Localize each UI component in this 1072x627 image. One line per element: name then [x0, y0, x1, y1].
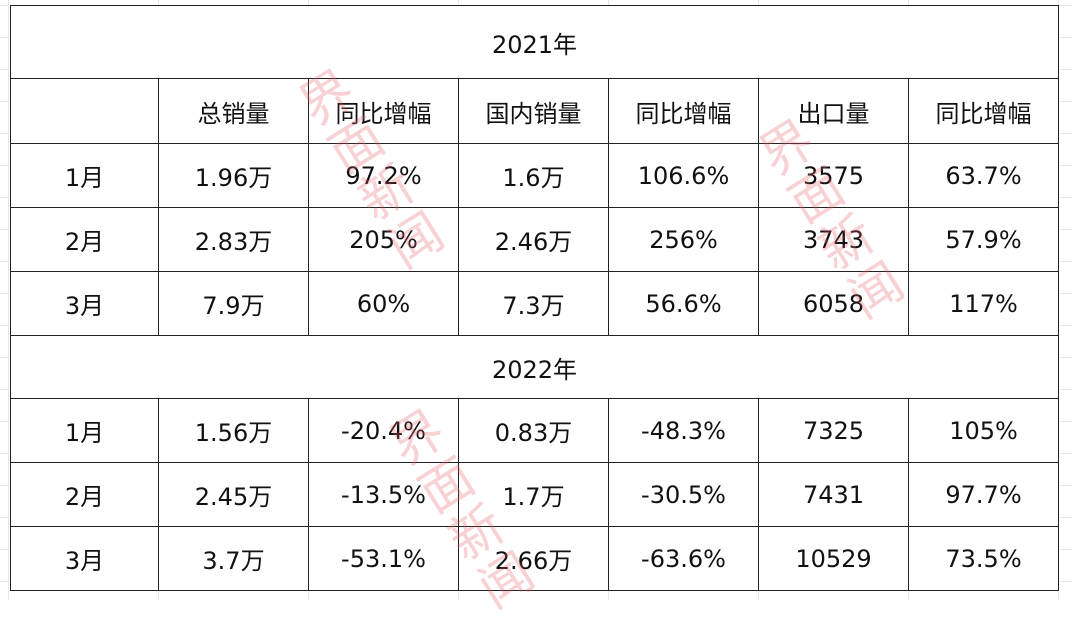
header-cell: 同比增幅: [908, 78, 1059, 144]
data-cell: 10529: [758, 526, 909, 591]
data-cell: 3743: [758, 207, 909, 272]
data-cell: 0.83万: [458, 398, 609, 463]
data-cell: -13.5%: [308, 462, 459, 527]
data-cell: 106.6%: [608, 143, 759, 208]
data-cell: 2.45万: [158, 462, 309, 527]
data-cell: 2.66万: [458, 526, 609, 591]
month-cell: 1月: [10, 143, 159, 208]
header-cell: 总销量: [158, 78, 309, 144]
data-cell: 256%: [608, 207, 759, 272]
data-cell: 7.3万: [458, 271, 609, 336]
data-cell: 3575: [758, 143, 909, 208]
data-cell: 7.9万: [158, 271, 309, 336]
data-cell: -53.1%: [308, 526, 459, 591]
data-cell: 6058: [758, 271, 909, 336]
data-cell: 7431: [758, 462, 909, 527]
section-title: 2021年: [10, 5, 1059, 79]
header-cell: 出口量: [758, 78, 909, 144]
data-cell: -63.6%: [608, 526, 759, 591]
data-cell: 57.9%: [908, 207, 1059, 272]
header-cell: 同比增幅: [308, 78, 459, 144]
month-cell: 2月: [10, 462, 159, 527]
spreadsheet: 2021年 总销量 同比增幅 国内销量 同比增幅 出口量 同比增幅 1月 1.96万 97.2% 1…: [0, 0, 1072, 600]
data-cell: 105%: [908, 398, 1059, 463]
data-cell: 7325: [758, 398, 909, 463]
header-cell: 国内销量: [458, 78, 609, 144]
data-cell: 56.6%: [608, 271, 759, 336]
data-cell: -20.4%: [308, 398, 459, 463]
month-cell: 1月: [10, 398, 159, 463]
data-cell: 1.7万: [458, 462, 609, 527]
header-cell: [10, 78, 159, 144]
month-cell: 3月: [10, 271, 159, 336]
data-cell: 1.6万: [458, 143, 609, 208]
data-cell: 60%: [308, 271, 459, 336]
data-cell: 1.96万: [158, 143, 309, 208]
data-cell: 97.7%: [908, 462, 1059, 527]
data-cell: 2.83万: [158, 207, 309, 272]
data-cell: 73.5%: [908, 526, 1059, 591]
data-cell: 2.46万: [458, 207, 609, 272]
data-cell: 3.7万: [158, 526, 309, 591]
month-cell: 3月: [10, 526, 159, 591]
data-cell: 205%: [308, 207, 459, 272]
data-cell: -30.5%: [608, 462, 759, 527]
data-cell: 117%: [908, 271, 1059, 336]
data-cell: 1.56万: [158, 398, 309, 463]
header-cell: 同比增幅: [608, 78, 759, 144]
month-cell: 2月: [10, 207, 159, 272]
data-cell: 97.2%: [308, 143, 459, 208]
data-cell: 63.7%: [908, 143, 1059, 208]
section-title: 2022年: [10, 335, 1059, 399]
data-cell: -48.3%: [608, 398, 759, 463]
